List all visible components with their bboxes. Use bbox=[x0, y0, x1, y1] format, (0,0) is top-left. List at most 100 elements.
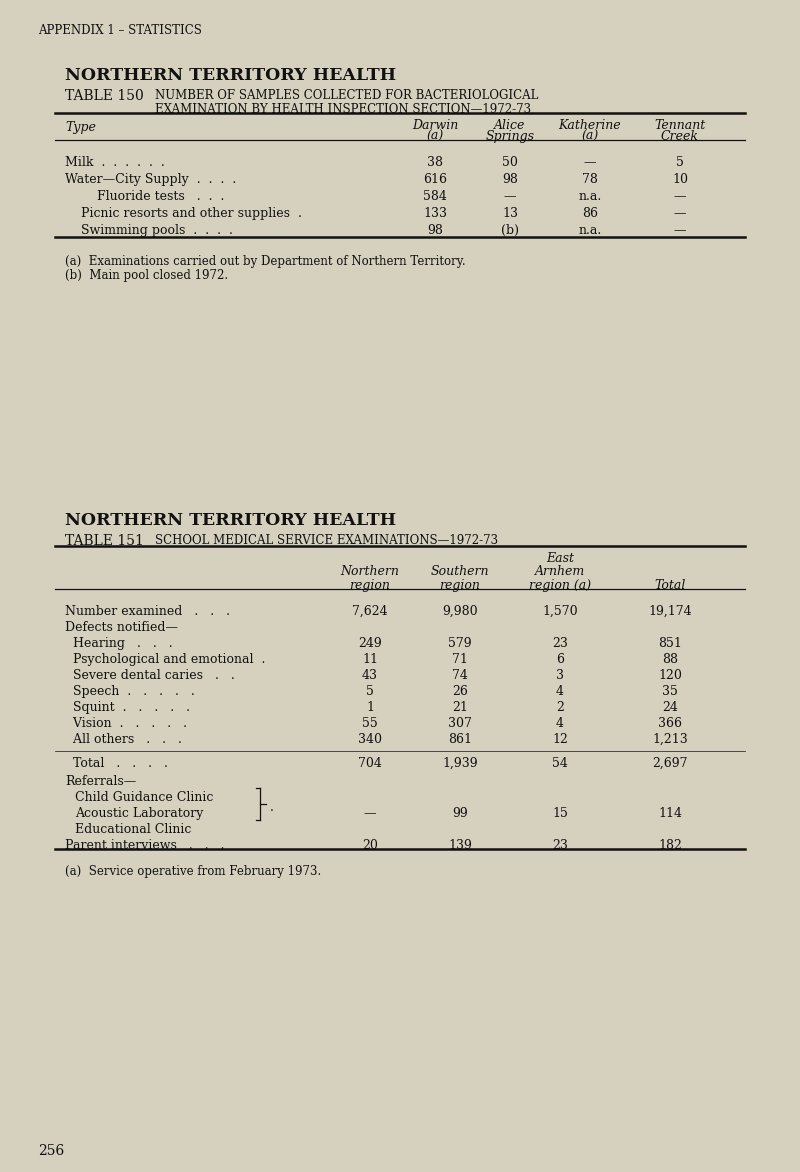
Text: Total: Total bbox=[654, 579, 686, 592]
Text: 15: 15 bbox=[552, 808, 568, 820]
Text: 139: 139 bbox=[448, 839, 472, 852]
Text: 12: 12 bbox=[552, 732, 568, 747]
Text: region (a): region (a) bbox=[529, 579, 591, 592]
Text: Vision  .   .   .   .   .: Vision . . . . . bbox=[65, 717, 187, 730]
Text: 616: 616 bbox=[423, 173, 447, 186]
Text: region: region bbox=[350, 579, 390, 592]
Text: n.a.: n.a. bbox=[578, 190, 602, 203]
Text: 5: 5 bbox=[676, 156, 684, 169]
Text: Total   .   .   .   .: Total . . . . bbox=[65, 757, 168, 770]
Text: Speech  .   .   .   .   .: Speech . . . . . bbox=[65, 684, 194, 699]
Text: Springs: Springs bbox=[486, 130, 534, 143]
Text: Milk  .  .  .  .  .  .: Milk . . . . . . bbox=[65, 156, 165, 169]
Text: NUMBER OF SAMPLES COLLECTED FOR BACTERIOLOGICAL: NUMBER OF SAMPLES COLLECTED FOR BACTERIO… bbox=[155, 89, 538, 102]
Text: Creek: Creek bbox=[661, 130, 699, 143]
Text: 4: 4 bbox=[556, 684, 564, 699]
Text: 2: 2 bbox=[556, 701, 564, 714]
Text: TABLE 151: TABLE 151 bbox=[65, 534, 144, 548]
Text: 11: 11 bbox=[362, 653, 378, 666]
Text: 7,624: 7,624 bbox=[352, 605, 388, 618]
Text: Hearing   .   .   .: Hearing . . . bbox=[65, 638, 173, 650]
Text: 26: 26 bbox=[452, 684, 468, 699]
Text: Severe dental caries   .   .: Severe dental caries . . bbox=[65, 669, 234, 682]
Text: 249: 249 bbox=[358, 638, 382, 650]
Text: Swimming pools  .  .  .  .: Swimming pools . . . . bbox=[65, 224, 233, 237]
Text: Type: Type bbox=[65, 121, 96, 134]
Text: 54: 54 bbox=[552, 757, 568, 770]
Text: TABLE 150: TABLE 150 bbox=[65, 89, 144, 103]
Text: 1: 1 bbox=[366, 701, 374, 714]
Text: 851: 851 bbox=[658, 638, 682, 650]
Text: Acoustic Laboratory: Acoustic Laboratory bbox=[75, 808, 203, 820]
Text: 23: 23 bbox=[552, 638, 568, 650]
Text: 35: 35 bbox=[662, 684, 678, 699]
Text: Tennant: Tennant bbox=[654, 120, 706, 132]
Text: 861: 861 bbox=[448, 732, 472, 747]
Text: (a): (a) bbox=[426, 130, 444, 143]
Text: 50: 50 bbox=[502, 156, 518, 169]
Text: 120: 120 bbox=[658, 669, 682, 682]
Text: Referrals—: Referrals— bbox=[65, 775, 136, 788]
Text: Arnhem: Arnhem bbox=[535, 565, 585, 578]
Text: 704: 704 bbox=[358, 757, 382, 770]
Text: NORTHERN TERRITORY HEALTH: NORTHERN TERRITORY HEALTH bbox=[65, 512, 396, 529]
Text: 71: 71 bbox=[452, 653, 468, 666]
Text: 340: 340 bbox=[358, 732, 382, 747]
Text: 1,213: 1,213 bbox=[652, 732, 688, 747]
Text: .: . bbox=[270, 800, 274, 815]
Text: 256: 256 bbox=[38, 1144, 64, 1158]
Text: 21: 21 bbox=[452, 701, 468, 714]
Text: All others   .   .   .: All others . . . bbox=[65, 732, 182, 747]
Text: 182: 182 bbox=[658, 839, 682, 852]
Text: 1,570: 1,570 bbox=[542, 605, 578, 618]
Text: Katherine: Katherine bbox=[558, 120, 622, 132]
Text: 5: 5 bbox=[366, 684, 374, 699]
Text: —: — bbox=[674, 207, 686, 220]
Text: 43: 43 bbox=[362, 669, 378, 682]
Text: Northern: Northern bbox=[341, 565, 399, 578]
Text: (a): (a) bbox=[582, 130, 598, 143]
Text: 88: 88 bbox=[662, 653, 678, 666]
Text: —: — bbox=[364, 808, 376, 820]
Text: 4: 4 bbox=[556, 717, 564, 730]
Text: Parent interviews   .   .   .: Parent interviews . . . bbox=[65, 839, 225, 852]
Text: Child Guidance Clinic: Child Guidance Clinic bbox=[75, 791, 214, 804]
Text: —: — bbox=[504, 190, 516, 203]
Text: 10: 10 bbox=[672, 173, 688, 186]
Text: n.a.: n.a. bbox=[578, 224, 602, 237]
Text: Water—City Supply  .  .  .  .: Water—City Supply . . . . bbox=[65, 173, 236, 186]
Text: 74: 74 bbox=[452, 669, 468, 682]
Text: APPENDIX 1 – STATISTICS: APPENDIX 1 – STATISTICS bbox=[38, 23, 202, 38]
Text: (a)  Examinations carried out by Department of Northern Territory.: (a) Examinations carried out by Departme… bbox=[65, 255, 466, 268]
Text: 86: 86 bbox=[582, 207, 598, 220]
Text: Alice: Alice bbox=[494, 120, 526, 132]
Text: 2,697: 2,697 bbox=[652, 757, 688, 770]
Text: East: East bbox=[546, 552, 574, 565]
Text: Picnic resorts and other supplies  .: Picnic resorts and other supplies . bbox=[65, 207, 302, 220]
Text: 98: 98 bbox=[502, 173, 518, 186]
Text: Southern: Southern bbox=[430, 565, 490, 578]
Text: Number examined   .   .   .: Number examined . . . bbox=[65, 605, 230, 618]
Text: NORTHERN TERRITORY HEALTH: NORTHERN TERRITORY HEALTH bbox=[65, 67, 396, 84]
Text: Defects notified—: Defects notified— bbox=[65, 621, 178, 634]
Text: 9,980: 9,980 bbox=[442, 605, 478, 618]
Text: 366: 366 bbox=[658, 717, 682, 730]
Text: 23: 23 bbox=[552, 839, 568, 852]
Text: 98: 98 bbox=[427, 224, 443, 237]
Text: (b)  Main pool closed 1972.: (b) Main pool closed 1972. bbox=[65, 270, 228, 282]
Text: 6: 6 bbox=[556, 653, 564, 666]
Text: 24: 24 bbox=[662, 701, 678, 714]
Text: region: region bbox=[439, 579, 481, 592]
Text: 307: 307 bbox=[448, 717, 472, 730]
Text: SCHOOL MEDICAL SERVICE EXAMINATIONS—1972-73: SCHOOL MEDICAL SERVICE EXAMINATIONS—1972… bbox=[155, 534, 498, 547]
Text: EXAMINATION BY HEALTH INSPECTION SECTION—1972-73: EXAMINATION BY HEALTH INSPECTION SECTION… bbox=[155, 103, 531, 116]
Text: —: — bbox=[674, 224, 686, 237]
Text: 13: 13 bbox=[502, 207, 518, 220]
Text: 579: 579 bbox=[448, 638, 472, 650]
Text: 38: 38 bbox=[427, 156, 443, 169]
Text: 19,174: 19,174 bbox=[648, 605, 692, 618]
Text: 99: 99 bbox=[452, 808, 468, 820]
Text: Psychological and emotional  .: Psychological and emotional . bbox=[65, 653, 266, 666]
Text: Squint  .   .   .   .   .: Squint . . . . . bbox=[65, 701, 190, 714]
Text: 584: 584 bbox=[423, 190, 447, 203]
